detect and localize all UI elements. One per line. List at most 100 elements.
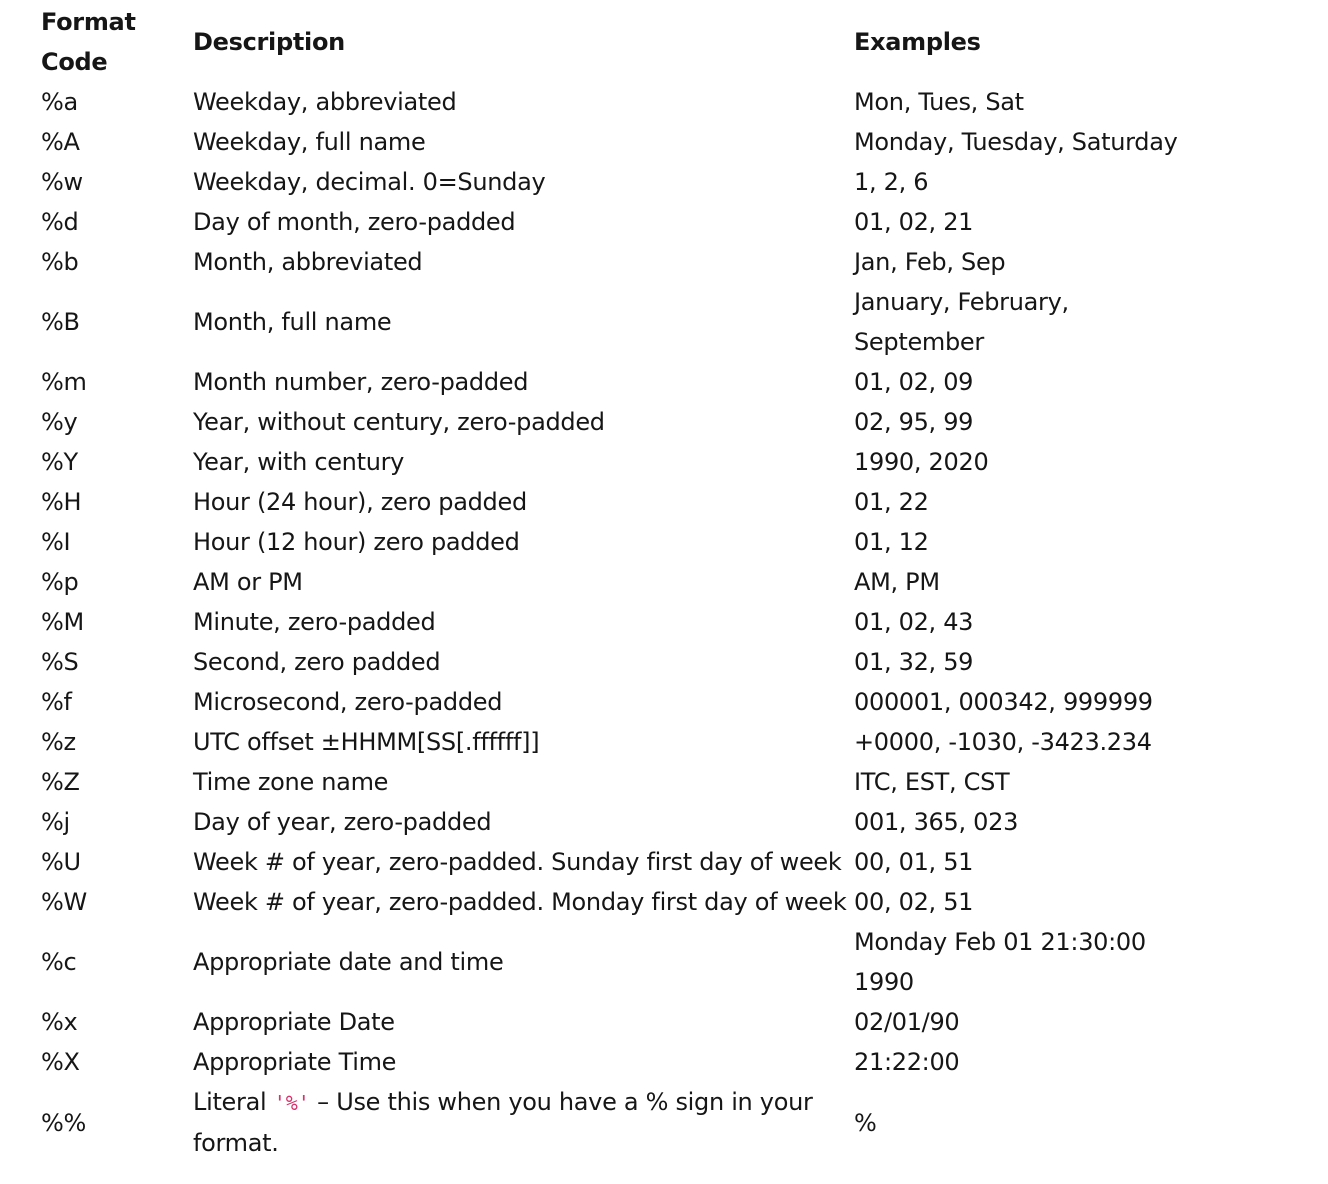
format-code-cell: %b [41,248,79,276]
header-format-code-line1: Format [41,8,136,36]
table-row: %p AM or PM AM, PM [36,562,1216,602]
format-code-cell: %% [41,1108,87,1137]
examples-cell: 01, 02, 09 [854,368,974,396]
table-row: %I Hour (12 hour) zero padded 01, 12 [36,522,1216,562]
format-code-cell: %M [41,608,84,636]
description-cell: Day of year, zero-padded [193,808,492,836]
examples-cell: 00, 01, 51 [854,848,974,876]
format-code-cell: %d [41,208,79,236]
description-cell: UTC offset ±HHMM[SS[.ffffff]] [193,728,540,756]
description-cell: Month number, zero-padded [193,368,529,396]
table-row: %B Month, full name January, February, S… [36,282,1216,362]
examples-cell: 01, 02, 43 [854,608,974,636]
table-row: %d Day of month, zero-padded 01, 02, 21 [36,202,1216,242]
description-cell: Appropriate Date [193,1008,395,1036]
description-cell: Year, without century, zero-padded [193,408,605,436]
format-code-cell: %W [41,888,87,916]
format-code-cell: %A [41,128,80,156]
examples-cell: 1, 2, 6 [854,168,929,196]
table-body: %a Weekday, abbreviated Mon, Tues, Sat %… [36,82,1216,1163]
format-code-cell: %z [41,728,76,756]
examples-line: January, February, [854,288,1069,316]
format-code-cell: %w [41,168,83,196]
table-row: %M Minute, zero-padded 01, 02, 43 [36,602,1216,642]
format-code-cell: %j [41,808,70,836]
description-line: format. [193,1129,279,1157]
description-cell: AM or PM [193,568,303,596]
examples-cell: ITC, EST, CST [854,768,1010,796]
examples-cell: 02/01/90 [854,1008,960,1036]
format-code-cell: %y [41,408,78,436]
table-row: %H Hour (24 hour), zero padded 01, 22 [36,482,1216,522]
table-row: %f Microsecond, zero-padded 000001, 0003… [36,682,1216,722]
examples-cell: 00, 02, 51 [854,888,974,916]
examples-cell: Jan, Feb, Sep [854,248,1006,276]
description-cell: Appropriate Time [193,1048,397,1076]
description-cell: Microsecond, zero-padded [193,688,503,716]
examples-cell: 1990, 2020 [854,448,989,476]
description-cell: Hour (12 hour) zero padded [193,528,520,556]
examples-line: September [854,328,984,356]
format-code-table: Format Code Description Examples %a Week… [36,2,1216,1163]
format-code-cell: %B [41,308,80,336]
examples-cell: AM, PM [854,568,940,596]
description-cell: Week # of year, zero-padded. Sunday firs… [193,848,842,876]
description-cell: Month, full name [193,308,392,336]
literal-label: Literal [193,1088,267,1116]
description-cell: Minute, zero-padded [193,608,436,636]
table-row: %y Year, without century, zero-padded 02… [36,402,1216,442]
table-row: %W Week # of year, zero-padded. Monday f… [36,882,1216,922]
table-row: %m Month number, zero-padded 01, 02, 09 [36,362,1216,402]
inline-code: '%' [273,1091,310,1115]
examples-cell: 02, 95, 99 [854,408,974,436]
format-code-cell: %c [41,948,77,976]
format-code-cell: %I [41,528,71,556]
description-cell: Year, with century [193,448,405,476]
description-cell: Literal '%' – Use this when you have a %… [188,1082,849,1163]
table-header: Format Code Description Examples [36,2,1216,82]
description-cell: Month, abbreviated [193,248,423,276]
examples-cell: % [854,1108,877,1137]
examples-cell: 01, 32, 59 [854,648,974,676]
table-row: %Y Year, with century 1990, 2020 [36,442,1216,482]
header-examples: Examples [854,28,981,56]
format-code-cell: %X [41,1048,80,1076]
format-code-cell: %Y [41,448,78,476]
examples-cell: Mon, Tues, Sat [854,88,1024,116]
description-cell: Weekday, abbreviated [193,88,457,116]
examples-cell: 01, 12 [854,528,929,556]
table-row: %% Literal '%' – Use this when you have … [36,1082,1216,1163]
format-code-cell: %H [41,488,82,516]
examples-cell: 01, 02, 21 [854,208,974,236]
examples-line: Monday Feb 01 21:30:00 [854,928,1146,956]
header-format-code-line2: Code [41,48,108,76]
table-row: %S Second, zero padded 01, 32, 59 [36,642,1216,682]
examples-cell: 000001, 000342, 999999 [854,688,1153,716]
table-row: %A Weekday, full name Monday, Tuesday, S… [36,122,1216,162]
table-row: %X Appropriate Time 21:22:00 [36,1042,1216,1082]
format-code-cell: %p [41,568,79,596]
examples-cell: Monday, Tuesday, Saturday [854,128,1178,156]
examples-cell: 01, 22 [854,488,929,516]
table-row: %x Appropriate Date 02/01/90 [36,1002,1216,1042]
examples-cell: Monday Feb 01 21:30:00 1990 [849,922,1216,1002]
examples-cell: January, February, September [849,282,1216,362]
format-code-cell: %a [41,88,78,116]
table-row: %z UTC offset ±HHMM[SS[.ffffff]] +0000, … [36,722,1216,762]
description-cell: Time zone name [193,768,389,796]
description-cell: Weekday, full name [193,128,426,156]
format-code-cell: %x [41,1008,78,1036]
format-code-cell: %S [41,648,79,676]
examples-cell: +0000, -1030, -3423.234 [854,728,1152,756]
table-row: %b Month, abbreviated Jan, Feb, Sep [36,242,1216,282]
description-cell: Day of month, zero-padded [193,208,516,236]
description-line: Literal '%' – Use this when you have a %… [193,1082,849,1123]
format-code-cell: %m [41,368,87,396]
table-row: %c Appropriate date and time Monday Feb … [36,922,1216,1002]
table-row: %Z Time zone name ITC, EST, CST [36,762,1216,802]
header-description: Description [193,28,345,56]
examples-cell: 21:22:00 [854,1048,960,1076]
examples-cell: 001, 365, 023 [854,808,1019,836]
format-code-cell: %f [41,688,72,716]
